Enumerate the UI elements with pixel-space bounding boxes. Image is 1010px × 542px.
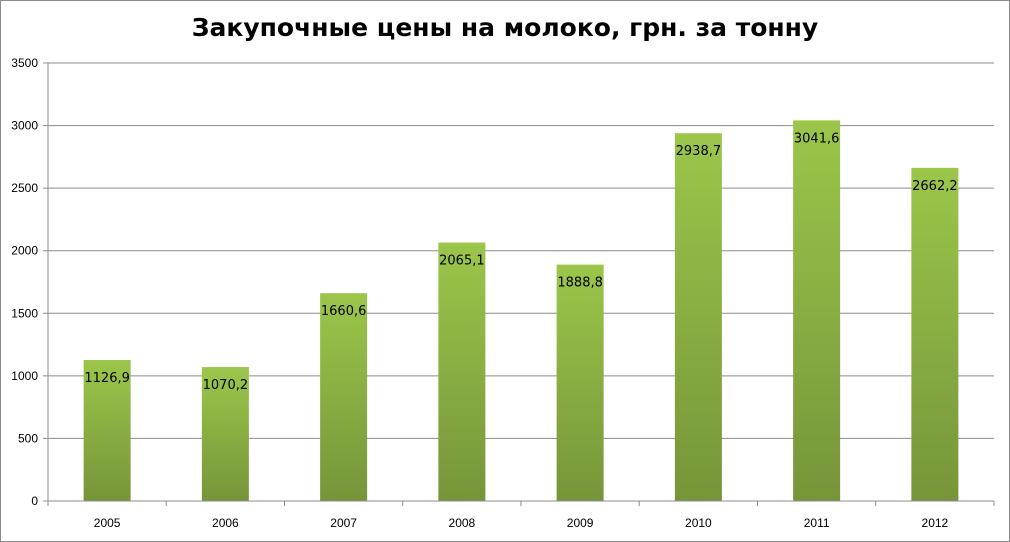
chart-title: Закупочные цены на молоко, грн. за тонну <box>191 13 819 42</box>
y-tick-label: 3500 <box>11 56 38 70</box>
data-label: 2065,1 <box>439 254 485 269</box>
data-label: 1888,8 <box>557 276 603 291</box>
y-tick-label: 1500 <box>11 306 38 320</box>
data-label: 1070,2 <box>203 378 249 393</box>
bar <box>83 359 131 501</box>
y-tick-label: 2500 <box>11 181 38 195</box>
x-tick-label: 2008 <box>449 516 476 530</box>
x-tick-label: 2005 <box>94 516 121 530</box>
data-label: 1126,9 <box>84 371 130 386</box>
data-label: 2662,2 <box>912 179 958 194</box>
x-tick-label: 2006 <box>212 516 239 530</box>
y-tick-label: 0 <box>31 494 38 508</box>
bar <box>674 133 722 502</box>
data-label: 1660,6 <box>321 304 367 319</box>
bar <box>438 242 486 501</box>
y-tick-label: 2000 <box>11 244 38 258</box>
x-tick-label: 2007 <box>330 516 357 530</box>
x-tick-label: 2010 <box>685 516 712 530</box>
bar <box>911 167 959 502</box>
bar <box>201 367 249 501</box>
data-labels: 1126,9 1070,2 1660,6 2065,1 1888,8 2938,7 3041… <box>84 131 957 393</box>
x-tick-label: 2011 <box>804 516 830 530</box>
y-tick-label: 3000 <box>11 119 38 133</box>
axes: 0 500 1000 1500 2000 2500 3000 3500 2005 2006 2007… <box>11 56 995 530</box>
data-label: 2938,7 <box>676 144 722 159</box>
bars <box>83 120 959 502</box>
bar <box>793 120 841 502</box>
data-label: 3041,6 <box>794 131 840 146</box>
x-tick-label: 2012 <box>922 516 949 530</box>
bar <box>556 264 604 501</box>
y-tick-label: 500 <box>18 431 38 445</box>
x-tick-label: 2009 <box>567 516 594 530</box>
y-tick-label: 1000 <box>11 369 38 383</box>
bar <box>320 293 368 501</box>
gridlines <box>48 62 994 502</box>
